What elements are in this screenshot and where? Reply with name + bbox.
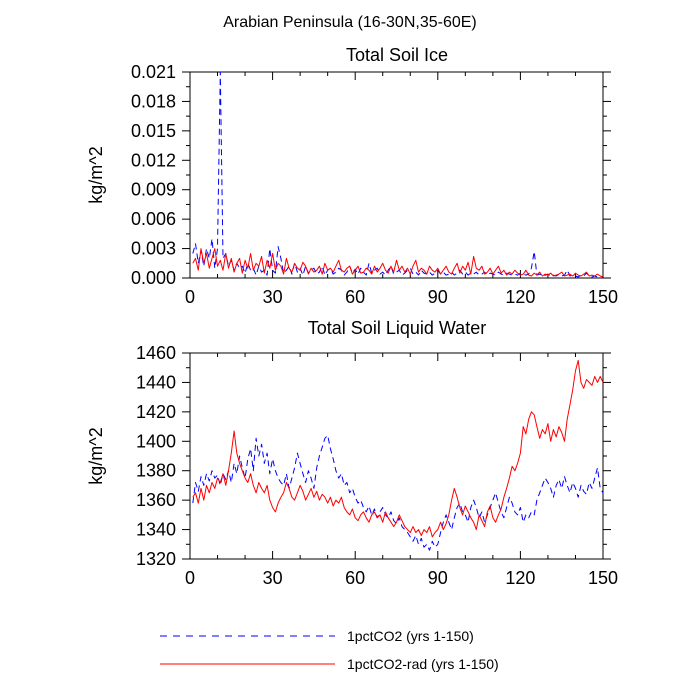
panel-soil-ice: Total Soil Ice 0 30 60 90 120 150 0.000 0.003 0.… <box>86 45 618 307</box>
panel-soil-liquid-water: Total Soil Liquid Water 0 30 60 90 120 150 132… <box>86 318 618 588</box>
legend: 1pctCO2 (yrs 1-150) 1pctCO2-rad (yrs 1-1… <box>160 628 499 672</box>
y-tick-label: 1460 <box>136 343 176 363</box>
y-tick-label: 1320 <box>136 549 176 569</box>
panel-soil-liquid-water-ticks: 0 30 60 90 120 150 1320 1340 1360 1380 1400 1420 144… <box>136 343 618 588</box>
series-line-1pctco2-rad <box>192 248 604 278</box>
y-tick-label: 0.012 <box>131 150 176 170</box>
x-tick-label: 120 <box>505 568 535 588</box>
legend-label-1pctco2-rad: 1pctCO2-rad (yrs 1-150) <box>347 656 499 672</box>
x-tick-label: 30 <box>263 287 283 307</box>
panel-soil-ice-ticks: 0 30 60 90 120 150 0.000 0.003 0.006 0.009 0.012 0.… <box>131 62 618 307</box>
panel-soil-ice-lines <box>192 71 604 278</box>
y-tick-label: 1440 <box>136 372 176 392</box>
x-tick-label: 120 <box>505 287 535 307</box>
x-tick-label: 90 <box>428 287 448 307</box>
panel-soil-liquid-water-ylabel: kg/m^2 <box>86 427 106 484</box>
y-tick-label: 0.006 <box>131 209 176 229</box>
panel-soil-liquid-water-lines <box>192 359 604 551</box>
panel-soil-ice-ylabel: kg/m^2 <box>86 146 106 203</box>
y-tick-label: 0.018 <box>131 91 176 111</box>
x-tick-label: 30 <box>263 568 283 588</box>
y-tick-label: 1340 <box>136 520 176 540</box>
panel-soil-ice-title: Total Soil Ice <box>346 45 448 65</box>
x-tick-label: 150 <box>588 568 618 588</box>
x-tick-label: 90 <box>428 568 448 588</box>
y-tick-label: 1380 <box>136 461 176 481</box>
series-line-1pctco2 <box>192 434 604 551</box>
figure-suptitle: Arabian Peninsula (16-30N,35-60E) <box>223 14 476 31</box>
y-tick-label: 0.003 <box>131 239 176 259</box>
panel-soil-liquid-water-title: Total Soil Liquid Water <box>308 318 486 338</box>
x-tick-label: 0 <box>185 287 195 307</box>
x-tick-label: 0 <box>185 568 195 588</box>
y-tick-label: 0.009 <box>131 180 176 200</box>
y-tick-label: 0.021 <box>131 62 176 82</box>
x-tick-label: 60 <box>345 568 365 588</box>
y-tick-label: 1420 <box>136 402 176 422</box>
y-tick-label: 0.015 <box>131 121 176 141</box>
y-tick-label: 1360 <box>136 490 176 510</box>
series-line-1pctco2-rad <box>192 359 604 538</box>
series-line-1pctco2 <box>192 71 604 278</box>
x-tick-label: 60 <box>345 287 365 307</box>
y-tick-label: 0.000 <box>131 268 176 288</box>
y-tick-label: 1400 <box>136 431 176 451</box>
x-tick-label: 150 <box>588 287 618 307</box>
legend-label-1pctco2: 1pctCO2 (yrs 1-150) <box>347 628 474 644</box>
